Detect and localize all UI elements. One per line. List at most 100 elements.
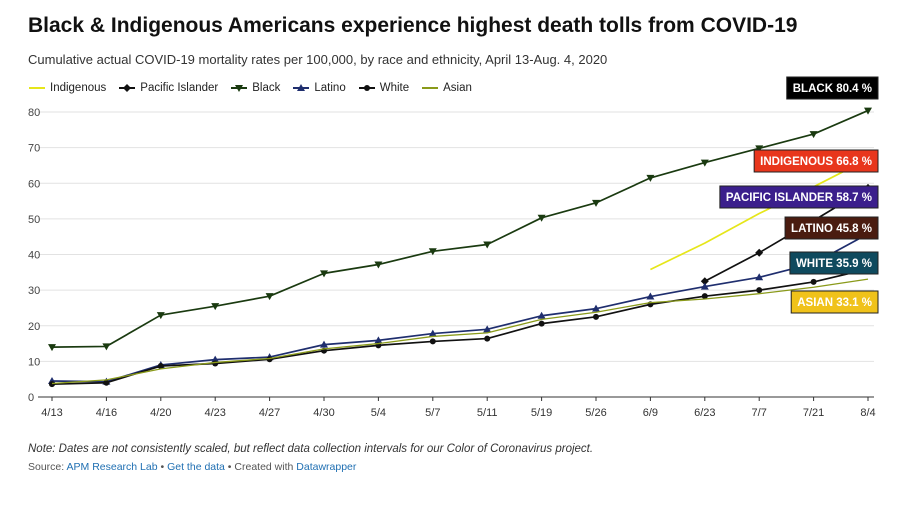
- data-point-latino: [211, 355, 220, 363]
- end-label-text: ASIAN 33.1 %: [797, 297, 872, 309]
- source-link[interactable]: APM Research Lab: [66, 461, 158, 473]
- data-point-black: [265, 293, 274, 301]
- series-line-asian: [51, 278, 869, 385]
- x-tick-label: 7/7: [752, 407, 767, 419]
- data-point-black: [374, 261, 383, 269]
- data-point-black: [592, 199, 600, 207]
- data-point-pacific-islander: [700, 277, 709, 286]
- chart-source: Source: APM Research Lab • Get the data …: [28, 461, 356, 473]
- x-tick-label: 5/19: [531, 407, 552, 419]
- data-point-white: [810, 278, 817, 285]
- data-point-white: [701, 293, 708, 300]
- end-label-box: [786, 76, 879, 100]
- chart-note: Note: Dates are not consistently scaled,…: [28, 443, 594, 455]
- legend-label: White: [379, 82, 410, 94]
- data-point-latino: [646, 292, 655, 300]
- legend-swatch-icon: [231, 85, 248, 92]
- data-point-white: [49, 381, 55, 388]
- data-point-black: [102, 343, 111, 351]
- data-point-black: [755, 145, 764, 153]
- end-label-indigenous: INDIGENOUS 66.8 %: [753, 149, 879, 173]
- data-point-latino: [592, 304, 600, 312]
- legend-label: Indigenous: [50, 82, 107, 94]
- line-chart: 0 10 20 30 40 50 60 70 80 4/13 4/16 4/20 4/23 4/27 4/3…: [28, 76, 879, 419]
- x-tick-label: 4/20: [150, 407, 171, 419]
- x-tick-label: 4/13: [41, 407, 62, 419]
- legend-swatch-icon: [119, 84, 136, 92]
- x-tick-label: 6/9: [643, 407, 658, 419]
- legend-swatch-icon: [29, 87, 45, 89]
- data-point-black: [211, 303, 220, 311]
- end-label-text: WHITE 35.9 %: [796, 258, 872, 270]
- y-tick-label: 10: [28, 356, 40, 368]
- data-point-latino: [700, 282, 709, 290]
- end-label-box: [790, 290, 879, 314]
- x-tick-label: 5/11: [477, 407, 498, 419]
- source-prefix: Source:: [28, 461, 67, 473]
- legend-label: Pacific Islander: [140, 82, 219, 94]
- data-point-latino: [374, 336, 383, 344]
- series-line-black: [51, 109, 869, 348]
- x-tick-label: 5/26: [585, 407, 606, 419]
- y-tick-label: 50: [28, 214, 40, 226]
- legend-swatch-icon: [293, 84, 310, 91]
- x-tick-label: 5/7: [425, 407, 440, 419]
- legend-swatch-icon: [422, 87, 439, 89]
- x-tick-label: 7/21: [803, 407, 824, 419]
- y-tick-label: 80: [28, 107, 40, 119]
- data-point-black: [156, 312, 165, 320]
- end-label-white: WHITE 35.9 %: [789, 251, 879, 275]
- x-tick-label: 4/27: [259, 407, 280, 419]
- data-point-black: [48, 344, 56, 352]
- legend-item-asian: Asian: [421, 82, 472, 94]
- data-point-latino: [320, 340, 328, 348]
- data-point-black: [646, 174, 655, 182]
- data-point-white: [157, 363, 164, 370]
- chart-legend: Indigenous Pacific Islander Black Latino Whi…: [28, 82, 472, 94]
- end-label-text: BLACK 80.4 %: [793, 83, 872, 95]
- end-label-latino: LATINO 45.8 %: [784, 216, 879, 240]
- end-label-text: LATINO 45.8 %: [791, 223, 872, 235]
- end-label-text: PACIFIC ISLANDER 58.7 %: [726, 192, 872, 204]
- data-point-black: [809, 131, 818, 139]
- data-point-black: [320, 270, 328, 278]
- legend-item-indigenous: Indigenous: [28, 82, 106, 94]
- x-tick-label: 4/30: [313, 407, 334, 419]
- x-tick-label: 4/23: [204, 407, 225, 419]
- series-line-white: [51, 268, 869, 386]
- data-point-white: [593, 313, 599, 320]
- y-tick-label: 0: [28, 392, 34, 404]
- end-label-asian: ASIAN 33.1 %: [790, 290, 879, 314]
- x-tick-label: 6/23: [694, 407, 715, 419]
- datawrapper-link[interactable]: Datawrapper: [296, 461, 357, 473]
- legend-item-pacific-islander: Pacific Islander: [118, 82, 218, 94]
- legend-label: Asian: [443, 82, 472, 94]
- series-line-latino: [51, 233, 869, 383]
- chart-title: Black & Indigenous Americans experience …: [28, 14, 798, 37]
- legend-swatch-icon: [358, 85, 375, 91]
- created-with-text: • Created with: [224, 461, 297, 473]
- series-line-indigenous: [650, 158, 869, 271]
- data-point-white: [756, 287, 763, 294]
- end-label-box: [784, 216, 879, 240]
- end-label-text: INDIGENOUS 66.8 %: [760, 156, 872, 168]
- x-tick-label: 8/4: [860, 407, 875, 419]
- data-point-white: [212, 360, 219, 367]
- end-label-box: [789, 251, 879, 275]
- data-point-white: [429, 338, 436, 345]
- y-tick-label: 60: [28, 178, 40, 190]
- data-point-pacific-islander: [755, 248, 764, 257]
- data-point-white: [538, 320, 545, 327]
- data-point-black: [864, 107, 872, 115]
- data-point-white: [484, 335, 491, 342]
- legend-label: Black: [252, 82, 281, 94]
- end-label-box: [753, 149, 879, 173]
- get-data-link[interactable]: Get the data: [167, 461, 225, 473]
- chart-subtitle: Cumulative actual COVID-19 mortality rat…: [28, 52, 608, 67]
- data-point-black: [700, 159, 709, 167]
- x-tick-label: 5/4: [371, 407, 386, 419]
- end-label-pacific-islander: PACIFIC ISLANDER 58.7 %: [719, 185, 879, 209]
- source-separator: •: [157, 461, 168, 473]
- data-point-black: [537, 214, 546, 222]
- legend-item-black: Black: [230, 82, 280, 94]
